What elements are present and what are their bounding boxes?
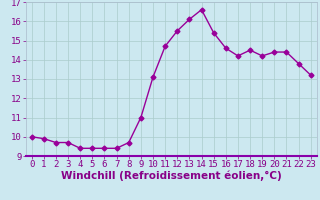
X-axis label: Windchill (Refroidissement éolien,°C): Windchill (Refroidissement éolien,°C)	[61, 171, 282, 181]
